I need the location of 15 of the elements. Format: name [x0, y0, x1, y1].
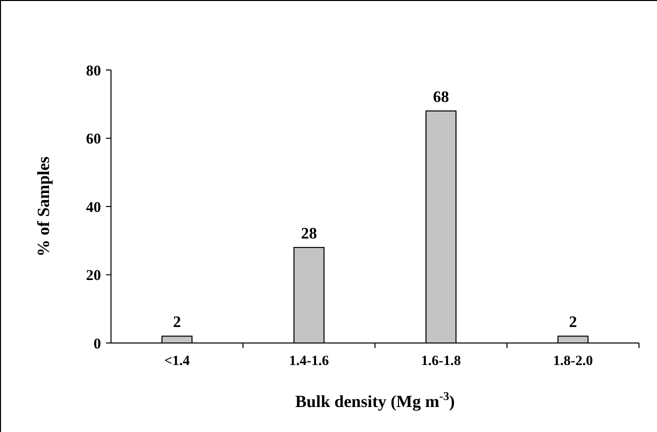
data-label: 2 — [569, 314, 577, 332]
y-tick-label: 20 — [86, 268, 101, 284]
y-axis-title: % of Samples — [34, 156, 53, 257]
x-tick-label: 1.4-1.6 — [289, 354, 329, 369]
y-tick-label: 60 — [86, 132, 101, 148]
data-label: 28 — [301, 225, 317, 242]
data-label: 2 — [173, 314, 181, 332]
x-tick-label: 1.8-2.0 — [553, 354, 593, 369]
y-tick-label: 80 — [86, 63, 101, 80]
x-tick-label: 1.6-1.8 — [421, 354, 461, 369]
x-axis-title: Bulk density (Mg m$^{-3}$) — [295, 389, 455, 411]
y-tick-label: 0 — [94, 336, 101, 352]
data-label: 68 — [433, 88, 449, 106]
y-tick-label: 40 — [86, 200, 101, 216]
x-tick-label: <1.4 — [164, 354, 190, 369]
